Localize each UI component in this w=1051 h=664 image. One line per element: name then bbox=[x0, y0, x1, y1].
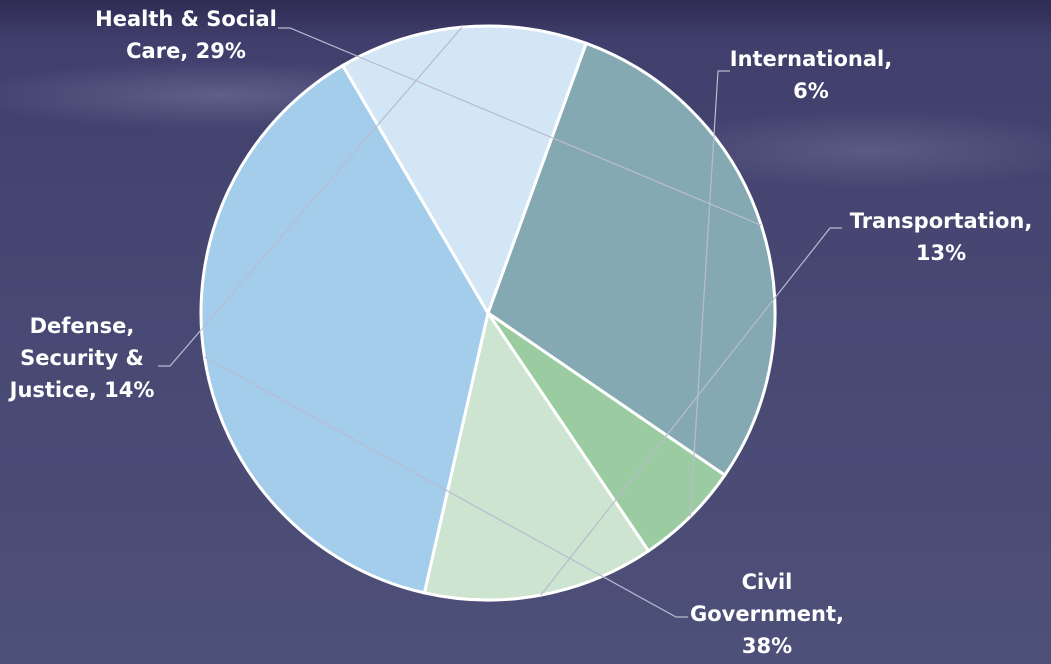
leader-line-international bbox=[689, 70, 730, 517]
data-label-health-social-care: Health & Social Care, 29% bbox=[95, 7, 277, 63]
data-label-line: 13% bbox=[916, 241, 966, 265]
data-label-line: Justice, 14% bbox=[8, 378, 155, 402]
pie-slice-health-social-care bbox=[486, 41, 777, 478]
data-label-transportation: Transportation, 13% bbox=[850, 209, 1033, 265]
leader-line-civil-government bbox=[204, 356, 688, 618]
data-labels-layer: Health & Social Care, 29% International, 6%… bbox=[8, 7, 1033, 658]
leader-line-health-social-care bbox=[278, 27, 762, 226]
data-label-international: International, 6% bbox=[730, 47, 892, 103]
leader-line-transportation bbox=[540, 227, 842, 596]
data-label-line: Care, 29% bbox=[126, 39, 246, 63]
slices-layer bbox=[199, 24, 777, 602]
data-label-line: Health & Social bbox=[95, 7, 277, 31]
data-label-line: International, bbox=[730, 47, 892, 71]
leader-line-defense-security-justice bbox=[158, 26, 463, 367]
data-label-line: Civil bbox=[742, 570, 793, 594]
data-label-line: Transportation, bbox=[850, 209, 1033, 233]
data-label-line: 6% bbox=[793, 79, 829, 103]
data-label-line: 38% bbox=[742, 634, 792, 658]
leader-lines-layer bbox=[158, 26, 842, 618]
data-label-civil-government: Civil Government, 38% bbox=[690, 570, 844, 658]
pie-slice-defense-security-justice bbox=[340, 24, 589, 317]
data-label-line: Defense, bbox=[30, 314, 135, 338]
data-label-defense-security-justice: Defense, Security & Justice, 14% bbox=[8, 314, 155, 402]
data-label-line: Government, bbox=[690, 602, 844, 626]
data-label-line: Security & bbox=[20, 346, 144, 370]
